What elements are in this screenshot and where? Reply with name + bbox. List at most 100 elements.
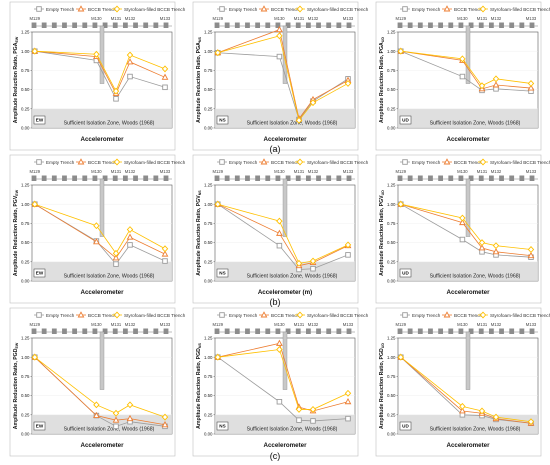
sensor-block (92, 175, 98, 181)
data-point (276, 242, 283, 249)
sensor-block (133, 328, 138, 334)
legend-marker (113, 158, 121, 166)
sensor-block (265, 328, 271, 334)
y-tick-label: 0.50 (387, 240, 396, 245)
y-axis-label: Amplitude Reduction Ratio, PGANS (196, 37, 202, 123)
chart-panel: Empty Trench BCCB Trench Styrofoam-filled … (375, 1, 550, 151)
sensor-label: M130 (91, 16, 102, 21)
sensor-label: M131 (477, 322, 488, 327)
data-point (344, 389, 352, 397)
sensor-block (529, 22, 535, 28)
sensor-block (133, 175, 138, 181)
sensor-label: M133 (160, 322, 171, 327)
sensor-block (234, 175, 240, 181)
sensor-block (245, 328, 250, 334)
zone-label: Sufficient Isolation Zone, Woods (1968) (64, 274, 155, 280)
data-point (112, 409, 120, 417)
sensor-block (397, 175, 403, 181)
legend-marker (402, 312, 408, 318)
y-tick-label: 0.00 (204, 126, 213, 131)
data-point (309, 257, 317, 265)
data-point (295, 116, 303, 124)
legend-marker (443, 311, 451, 318)
chart-panel: Empty Trench BCCB Trench Styrofoam-filled … (9, 1, 186, 151)
legend: Empty Trench BCCB Trench Styrofoam-filled … (217, 158, 369, 166)
isolation-zone (32, 261, 172, 281)
sensor-block (133, 22, 138, 28)
data-point (459, 407, 466, 414)
legend: Empty Trench BCCB Trench Styrofoam-filled … (217, 311, 369, 319)
sensor-block (51, 175, 57, 181)
sensor-block (336, 22, 342, 28)
data-point (478, 407, 486, 415)
sensor-block (143, 22, 149, 28)
y-tick-label: 0.50 (204, 87, 213, 92)
row-label: (c) (270, 451, 281, 461)
sensor-strip: M129 M130 M131 M132 M133 (213, 169, 355, 181)
sensor-block (163, 22, 169, 28)
y-tick-label: 1.00 (204, 202, 213, 207)
sensor-label: M130 (274, 169, 285, 174)
chart-panel: Empty Trench BCCB Trench Styrofoam-filled … (192, 154, 369, 304)
legend: Empty Trench BCCB Trench Styrofoam-filled … (34, 5, 186, 13)
data-point (276, 398, 283, 405)
sensor-block (499, 328, 504, 334)
zone-label: Sufficient Isolation Zone, Woods (1968) (430, 427, 521, 433)
sensor-block (143, 328, 149, 334)
data-point (527, 418, 535, 426)
y-tick-label: 0.00 (387, 126, 396, 131)
sensor-label: M132 (125, 16, 136, 21)
data-point (276, 229, 283, 236)
data-point (126, 226, 134, 234)
sensor-block (478, 175, 484, 181)
sensor-label: M131 (294, 322, 305, 327)
sensor-strip: M129 M130 M131 M132 M133 (213, 16, 355, 28)
panel-tag: NS (219, 118, 225, 123)
legend-label: Styrofoam-filled BCCB Trench (124, 313, 186, 318)
data-point (310, 265, 316, 272)
data-point (214, 353, 222, 361)
sensor-block (529, 175, 535, 181)
chart-panel: Empty Trench BCCB Trench Styrofoam-filled … (192, 1, 369, 151)
sensor-block (407, 22, 413, 28)
data-point (214, 49, 222, 57)
sensor-block (102, 175, 108, 181)
x-axis-label: Accelerometer (81, 442, 125, 449)
legend: Empty Trench BCCB Trench Styrofoam-filled … (217, 5, 369, 13)
sensor-label: M129 (396, 322, 407, 327)
y-tick-label: 0.25 (204, 412, 213, 417)
y-tick-label: 1.25 (204, 336, 213, 341)
data-point (161, 245, 169, 253)
sensor-block (316, 328, 321, 334)
data-point (295, 259, 303, 267)
data-point (397, 200, 405, 208)
data-point (127, 242, 133, 248)
sensor-block (468, 328, 474, 334)
sensor-label: M129 (30, 322, 41, 327)
sensor-block (51, 328, 57, 334)
sensor-block (458, 328, 464, 334)
trench (465, 25, 471, 84)
data-point (276, 339, 283, 346)
sensor-block (295, 175, 301, 181)
sensor-block (468, 22, 474, 28)
trench (99, 178, 105, 237)
sensor-block (41, 22, 47, 28)
data-point (397, 353, 405, 361)
sensor-block (488, 175, 494, 181)
x-axis-label: Accelerometer (264, 136, 308, 143)
x-axis-label: Accelerometer (m) (258, 289, 312, 296)
sensor-block (407, 175, 413, 181)
sensor-label: M132 (308, 16, 319, 21)
legend-marker (479, 158, 487, 166)
isolation-zone (215, 261, 355, 281)
sensor-block (326, 22, 332, 28)
trench (99, 331, 105, 390)
legend-marker (77, 311, 85, 318)
data-point (93, 238, 100, 245)
sensor-block (458, 22, 464, 28)
data-point (492, 75, 500, 83)
legend-label: BCCB Trench (271, 7, 300, 12)
sensor-block (234, 328, 240, 334)
legend-marker (443, 158, 451, 165)
